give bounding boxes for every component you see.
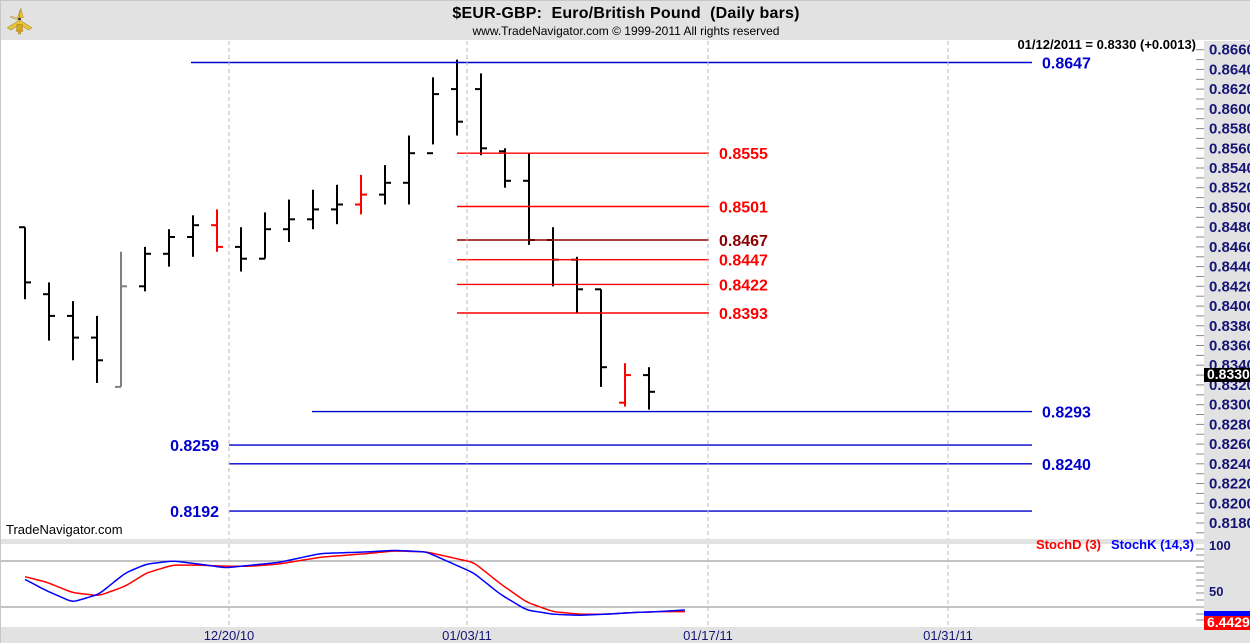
svg-text:0.8447: 0.8447 — [719, 253, 768, 270]
svg-text:0.8259: 0.8259 — [170, 438, 219, 455]
svg-text:0.8192: 0.8192 — [170, 504, 219, 521]
svg-text:0.8240: 0.8240 — [1209, 456, 1250, 473]
svg-text:01/17/11: 01/17/11 — [683, 628, 733, 643]
svg-text:100: 100 — [1209, 538, 1231, 553]
svg-text:0.8555: 0.8555 — [719, 146, 768, 163]
svg-text:01/12/2011 = 0.8330 (+0.0013): 01/12/2011 = 0.8330 (+0.0013) — [1017, 37, 1196, 52]
svg-text:01/31/11: 01/31/11 — [923, 628, 973, 643]
svg-text:0.8393: 0.8393 — [719, 306, 768, 323]
svg-text:50: 50 — [1209, 584, 1223, 599]
svg-text:0.8501: 0.8501 — [719, 200, 768, 217]
svg-text:6.4429: 6.4429 — [1207, 614, 1250, 630]
svg-text:0.8422: 0.8422 — [719, 277, 768, 294]
svg-text:12/20/10: 12/20/10 — [204, 628, 255, 643]
svg-text:TradeNavigator.com: TradeNavigator.com — [6, 522, 123, 537]
svg-text:01/03/11: 01/03/11 — [442, 628, 492, 643]
svg-text:0.8293: 0.8293 — [1042, 405, 1091, 422]
svg-text:0.8647: 0.8647 — [1042, 56, 1091, 73]
svg-text:StochK (14,3): StochK (14,3) — [1111, 537, 1194, 552]
svg-text:StochD (3): StochD (3) — [1036, 537, 1101, 552]
svg-text:0.8467: 0.8467 — [719, 233, 768, 250]
svg-text:0.8240: 0.8240 — [1042, 457, 1091, 474]
svg-text:0.8330: 0.8330 — [1207, 366, 1250, 382]
